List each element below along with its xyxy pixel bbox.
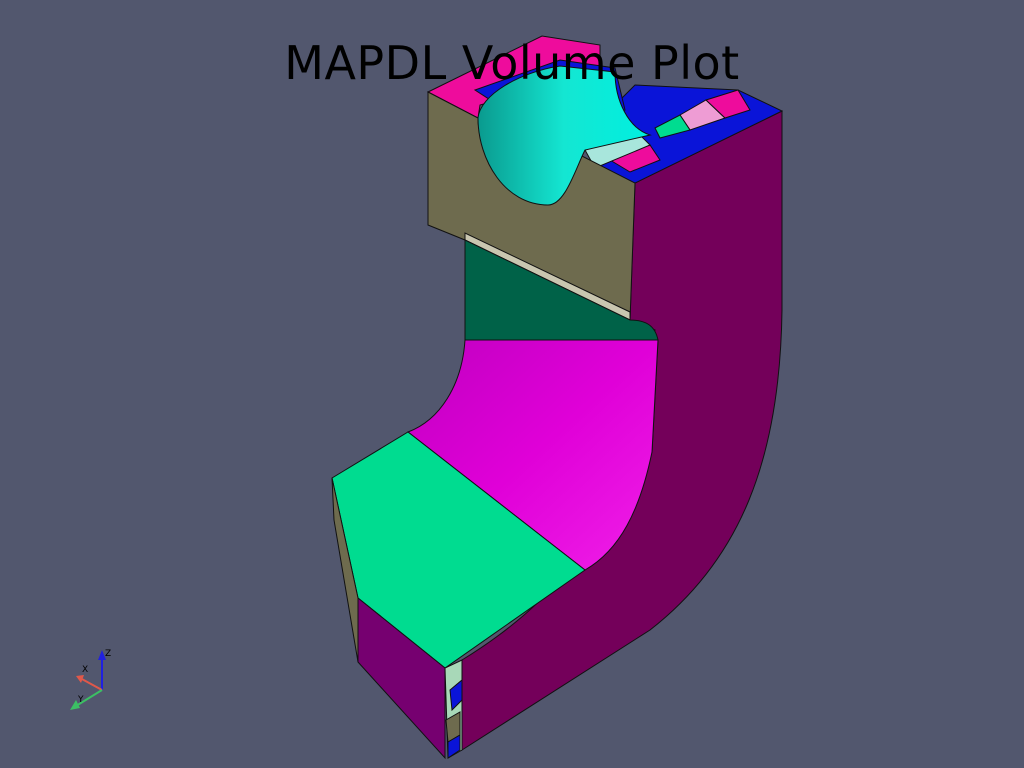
axes-triad: Z X Y xyxy=(70,649,111,710)
cylindrical-bore xyxy=(477,65,652,206)
axis-z-label: Z xyxy=(105,649,111,659)
axis-x-label: X xyxy=(82,665,88,675)
top-face-magenta-patch xyxy=(705,89,751,119)
bottom-strip-blue-2 xyxy=(447,734,461,759)
bottom-end-face xyxy=(357,596,446,760)
plot-title: MAPDL Volume Plot xyxy=(284,36,740,90)
curved-inner-surface xyxy=(406,339,659,571)
top-face-green-patch xyxy=(654,114,691,139)
axis-y-label: Y xyxy=(77,695,84,705)
bottom-strip-blue xyxy=(449,678,463,712)
